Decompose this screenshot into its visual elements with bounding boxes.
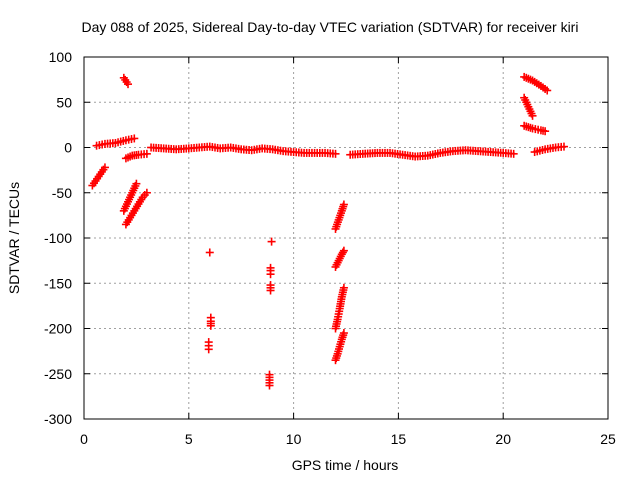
y-axis-label: SDTVAR / TECUs: [6, 182, 22, 294]
x-tick-label: 5: [185, 431, 193, 447]
y-tick-label: -50: [52, 185, 72, 201]
x-tick-label: 0: [80, 431, 88, 447]
data-point: [339, 246, 348, 255]
data-point: [206, 321, 215, 330]
axis-ticks: -300 -250 -200 -150 -100 -50 0 50 100 0 5 10 15 20 25: [44, 49, 616, 447]
x-tick-label: 20: [495, 431, 511, 447]
data-point: [132, 179, 141, 188]
data-point: [142, 149, 151, 158]
data-point: [266, 286, 275, 295]
data-point: [204, 345, 213, 354]
data-point: [142, 188, 151, 197]
y-tick-label: -300: [44, 411, 72, 427]
data-point: [124, 80, 133, 89]
y-tick-label: 0: [64, 140, 72, 156]
data-point: [528, 111, 537, 120]
data-point: [339, 329, 348, 338]
data-point: [541, 127, 550, 136]
data-point: [338, 248, 347, 257]
data-point: [265, 381, 274, 390]
y-tick-label: -250: [44, 366, 72, 382]
data-point: [205, 248, 214, 257]
data-point: [509, 149, 518, 158]
x-tick-label: 10: [286, 431, 302, 447]
y-tick-label: -200: [44, 321, 72, 337]
data-point: [100, 163, 109, 172]
data-point: [331, 149, 340, 158]
data-point: [543, 86, 552, 95]
chart-title: Day 088 of 2025, Sidereal Day-to-day VTE…: [82, 19, 579, 35]
data-points: [88, 72, 568, 390]
data-point: [339, 200, 348, 209]
data-point: [130, 134, 139, 143]
data-point: [559, 142, 568, 151]
data-point: [339, 283, 348, 292]
x-axis-label: GPS time / hours: [292, 457, 399, 473]
x-tick-label: 25: [600, 431, 616, 447]
grid-lines: [84, 57, 608, 419]
y-tick-label: 50: [56, 94, 72, 110]
x-tick-label: 15: [391, 431, 407, 447]
y-tick-label: -100: [44, 230, 72, 246]
data-point: [266, 270, 275, 279]
y-tick-label: 100: [49, 49, 73, 65]
y-tick-label: -150: [44, 275, 72, 291]
data-point: [267, 237, 276, 246]
